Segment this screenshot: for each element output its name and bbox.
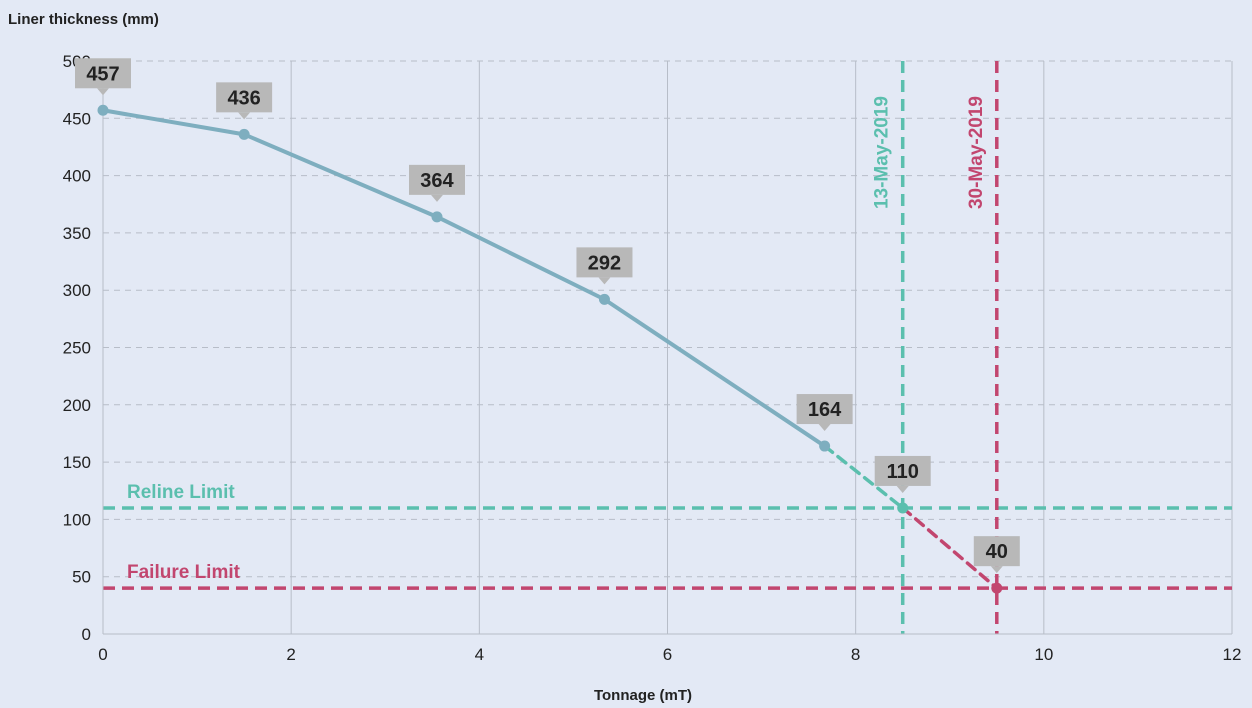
data-label-pointer <box>430 194 443 202</box>
data-point <box>97 104 109 116</box>
data-label-box <box>874 455 931 486</box>
data-label: 110 <box>887 461 919 483</box>
x-tick-label: 2 <box>286 645 295 664</box>
data-label-box <box>408 164 465 195</box>
axes: 024681012050100150200250300350400450500 <box>63 52 1242 664</box>
data-point <box>598 293 610 305</box>
y-tick-label: 350 <box>63 224 91 243</box>
data-point <box>431 211 443 223</box>
y-tick-label: 200 <box>63 396 91 415</box>
x-tick-label: 10 <box>1034 645 1053 664</box>
data-label-box <box>75 58 131 89</box>
data-label-pointer <box>818 424 831 432</box>
data-label-pointer <box>896 485 909 493</box>
x-axis-title: Tonnage (mT) <box>594 687 692 704</box>
y-tick-label: 150 <box>63 453 91 472</box>
x-tick-label: 4 <box>475 645 484 664</box>
date-label: 30-May-2019 <box>966 96 987 209</box>
data-label-pointer <box>238 112 251 120</box>
y-tick-label: 100 <box>63 510 91 529</box>
limit-label: Reline Limit <box>127 482 235 503</box>
data-point <box>897 502 909 514</box>
x-tick-label: 6 <box>663 645 672 664</box>
y-axis-title: Liner thickness (mm) <box>8 11 159 28</box>
grid <box>103 60 1233 634</box>
y-tick-label: 0 <box>82 625 91 644</box>
data-label-box <box>216 82 273 113</box>
data-label-pointer <box>990 566 1003 574</box>
data-point <box>238 128 250 140</box>
data-label: 457 <box>86 63 119 85</box>
data-label: 292 <box>588 252 621 274</box>
data-label: 436 <box>227 87 260 109</box>
y-tick-label: 300 <box>63 281 91 300</box>
data-label-pointer <box>97 88 109 96</box>
y-tick-label: 50 <box>72 568 91 587</box>
data-label: 164 <box>808 399 842 421</box>
data-label-box <box>973 536 1020 567</box>
data-label: 364 <box>420 170 454 192</box>
series-line <box>900 506 999 590</box>
x-tick-label: 8 <box>851 645 860 664</box>
x-tick-label: 12 <box>1223 645 1242 664</box>
data-label-box <box>576 247 633 278</box>
data-point <box>991 582 1003 594</box>
data-label-box <box>796 394 853 425</box>
data-label: 40 <box>986 541 1008 563</box>
data-labels: 457 436 364 292 164 110 40 <box>75 58 1020 574</box>
series-line <box>101 108 827 449</box>
data-label-pointer <box>598 277 611 285</box>
y-tick-label: 450 <box>63 109 91 128</box>
x-tick-label: 0 <box>98 645 107 664</box>
data-point <box>819 440 831 452</box>
reference-lines: Reline Limit Failure Limit 13-May-2019 30-M… <box>103 61 1232 634</box>
series-line <box>822 444 905 510</box>
y-tick-label: 400 <box>63 167 91 186</box>
date-label: 13-May-2019 <box>872 96 893 209</box>
limit-label: Failure Limit <box>127 562 241 583</box>
series <box>97 104 1003 594</box>
y-tick-label: 250 <box>63 339 91 358</box>
